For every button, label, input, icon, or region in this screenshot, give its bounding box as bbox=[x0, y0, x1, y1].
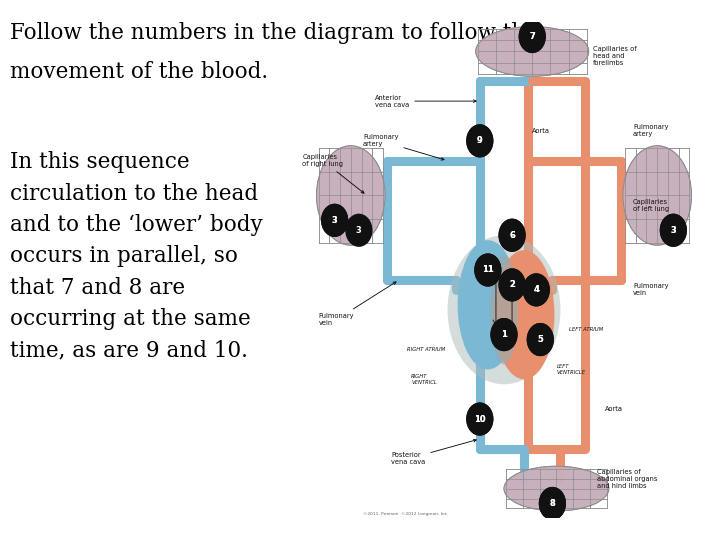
Text: Pulmonary
artery: Pulmonary artery bbox=[363, 134, 444, 160]
Ellipse shape bbox=[476, 26, 589, 76]
Ellipse shape bbox=[623, 146, 691, 245]
Text: Aorta: Aorta bbox=[605, 406, 623, 412]
Text: 11: 11 bbox=[482, 266, 494, 274]
Ellipse shape bbox=[504, 466, 609, 511]
Text: 11: 11 bbox=[482, 266, 494, 274]
Circle shape bbox=[527, 323, 553, 355]
Text: 5: 5 bbox=[537, 335, 543, 344]
Text: 3: 3 bbox=[332, 216, 338, 225]
Text: RIGHT
VENTRICL: RIGHT VENTRICL bbox=[411, 374, 437, 384]
Circle shape bbox=[519, 21, 545, 52]
Text: LEFT ATRIUM: LEFT ATRIUM bbox=[569, 327, 603, 332]
Text: 3: 3 bbox=[670, 226, 676, 235]
Text: 10: 10 bbox=[474, 415, 485, 423]
Text: 10: 10 bbox=[474, 415, 485, 423]
Text: 8: 8 bbox=[549, 499, 555, 508]
Text: 6: 6 bbox=[509, 231, 515, 240]
Text: 1: 1 bbox=[501, 330, 507, 339]
Text: Capillaries of
head and
forelimbs: Capillaries of head and forelimbs bbox=[593, 46, 636, 66]
Text: 3: 3 bbox=[332, 216, 338, 225]
Text: 5: 5 bbox=[537, 335, 543, 344]
Circle shape bbox=[322, 205, 348, 236]
Text: Aorta: Aorta bbox=[532, 128, 550, 134]
Circle shape bbox=[660, 214, 686, 246]
Circle shape bbox=[539, 488, 565, 519]
Circle shape bbox=[499, 219, 525, 251]
Circle shape bbox=[527, 323, 553, 355]
Circle shape bbox=[467, 403, 492, 435]
Ellipse shape bbox=[504, 466, 609, 511]
Circle shape bbox=[523, 274, 549, 306]
Text: In this sequence
circulation to the head
and to the ‘lower’ body
occurs in paral: In this sequence circulation to the head… bbox=[10, 151, 263, 361]
Text: Pulmonary
vein: Pulmonary vein bbox=[633, 284, 669, 296]
Circle shape bbox=[475, 254, 501, 286]
Circle shape bbox=[491, 319, 517, 350]
Text: Anterior
vena cava: Anterior vena cava bbox=[375, 94, 476, 107]
Text: 7: 7 bbox=[529, 32, 535, 41]
Circle shape bbox=[539, 488, 565, 519]
Circle shape bbox=[491, 319, 517, 350]
Text: Pulmonary
vein: Pulmonary vein bbox=[318, 282, 396, 326]
Ellipse shape bbox=[494, 250, 554, 379]
Ellipse shape bbox=[448, 235, 560, 384]
Text: 8: 8 bbox=[549, 499, 555, 508]
Circle shape bbox=[467, 125, 492, 157]
Ellipse shape bbox=[458, 240, 518, 369]
Ellipse shape bbox=[490, 255, 518, 364]
Circle shape bbox=[475, 254, 501, 286]
Text: 4: 4 bbox=[534, 285, 539, 294]
Text: Posterior
vena cava: Posterior vena cava bbox=[391, 440, 476, 465]
Text: RIGHT ATRIUM: RIGHT ATRIUM bbox=[408, 347, 446, 352]
Text: Capillaries of
abdominal organs
and hind limbs: Capillaries of abdominal organs and hind… bbox=[597, 469, 657, 489]
Ellipse shape bbox=[317, 146, 385, 245]
Ellipse shape bbox=[317, 146, 385, 245]
Circle shape bbox=[499, 219, 525, 251]
Circle shape bbox=[660, 214, 686, 246]
Circle shape bbox=[346, 214, 372, 246]
Text: 2: 2 bbox=[509, 280, 515, 289]
Text: 6: 6 bbox=[509, 231, 515, 240]
Text: 9: 9 bbox=[477, 136, 482, 145]
Circle shape bbox=[519, 21, 545, 52]
Text: 2: 2 bbox=[509, 280, 515, 289]
Text: 1: 1 bbox=[501, 330, 507, 339]
Text: Follow the numbers in the diagram to follow the: Follow the numbers in the diagram to fol… bbox=[10, 22, 538, 44]
Text: ©2011. Pearson  ©2012 Longman, Inc.: ©2011. Pearson ©2012 Longman, Inc. bbox=[363, 512, 449, 516]
Circle shape bbox=[322, 205, 348, 236]
Text: 3: 3 bbox=[670, 226, 676, 235]
Ellipse shape bbox=[623, 146, 691, 245]
Circle shape bbox=[499, 269, 525, 301]
Circle shape bbox=[499, 269, 525, 301]
Text: 9: 9 bbox=[477, 136, 482, 145]
Text: 3: 3 bbox=[356, 226, 361, 235]
Circle shape bbox=[467, 125, 492, 157]
Circle shape bbox=[467, 403, 492, 435]
Text: movement of the blood.: movement of the blood. bbox=[10, 61, 269, 83]
Text: 7: 7 bbox=[529, 32, 535, 41]
Circle shape bbox=[523, 274, 549, 306]
Text: Pulmonary
artery: Pulmonary artery bbox=[633, 124, 669, 137]
Ellipse shape bbox=[476, 26, 589, 76]
Text: Capillaries
of left lung: Capillaries of left lung bbox=[633, 199, 669, 212]
Text: Capillaries
of right lung: Capillaries of right lung bbox=[302, 154, 364, 193]
Text: 4: 4 bbox=[534, 285, 539, 294]
Text: LEFT
VENTRICLE: LEFT VENTRICLE bbox=[557, 364, 585, 375]
